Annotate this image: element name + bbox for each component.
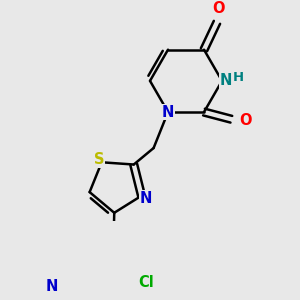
Text: N: N: [219, 74, 232, 88]
Text: O: O: [239, 113, 251, 128]
Text: N: N: [46, 279, 58, 294]
Text: S: S: [94, 152, 104, 167]
Text: N: N: [162, 104, 174, 119]
Text: O: O: [212, 1, 225, 16]
Text: N: N: [140, 191, 152, 206]
Text: H: H: [233, 71, 244, 85]
Text: Cl: Cl: [138, 275, 154, 290]
